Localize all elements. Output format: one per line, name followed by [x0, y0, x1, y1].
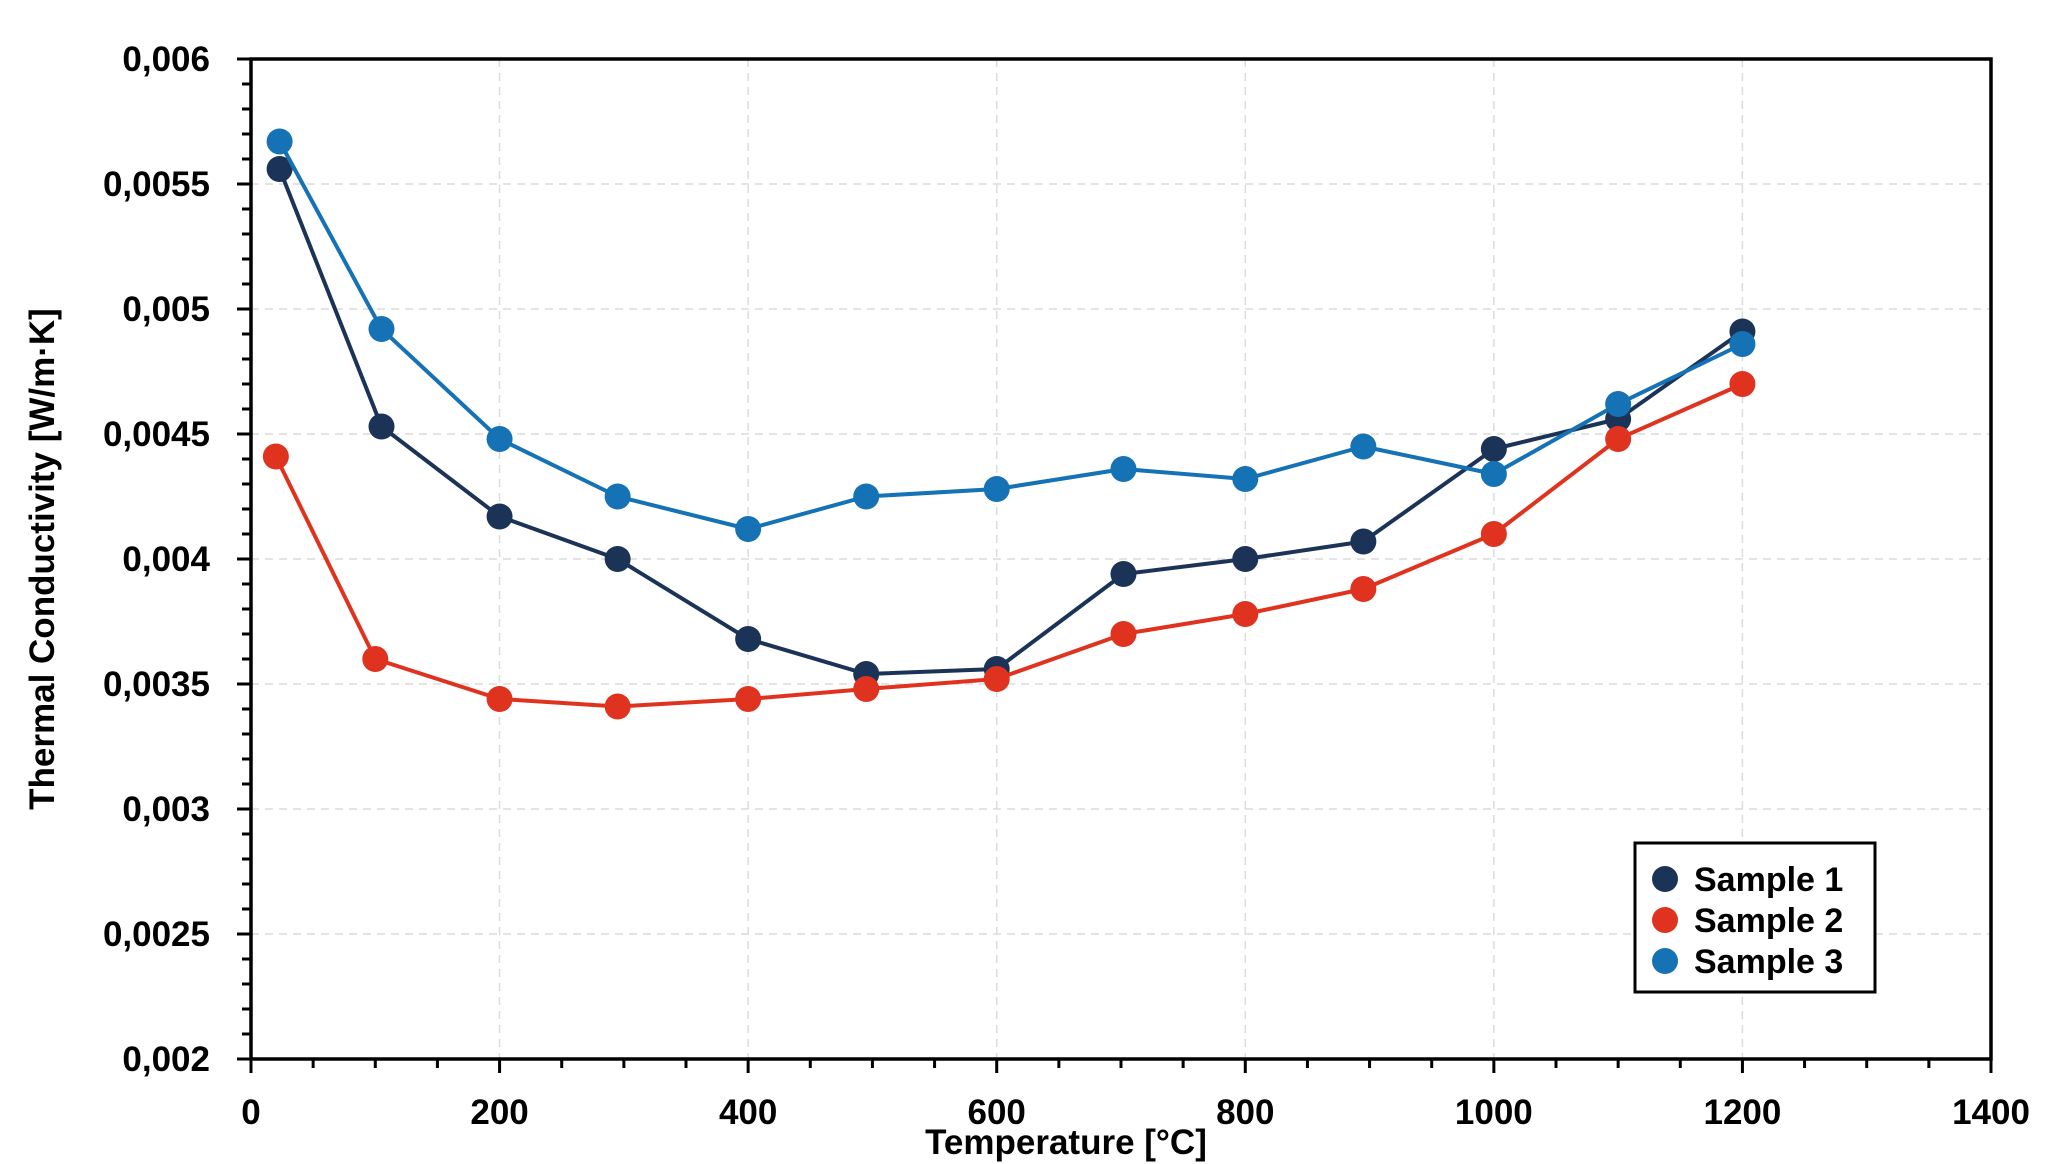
- x-axis-title: Temperature [°C]: [925, 1123, 1207, 1162]
- y-tick-label: 0,002: [122, 1040, 210, 1079]
- data-point: [266, 128, 293, 155]
- data-point: [266, 156, 293, 182]
- data-point: [604, 546, 631, 572]
- legend-label: Sample 1: [1694, 861, 1843, 899]
- legend-marker: [1652, 907, 1678, 933]
- series-layer: [262, 128, 1756, 720]
- y-tick-label: 0,004: [122, 540, 210, 579]
- legend-item: Sample 3: [1652, 943, 1843, 981]
- y-tick-label: 0,005: [122, 290, 210, 329]
- legend-item: Sample 1: [1652, 861, 1843, 899]
- x-tick-label: 1200: [1703, 1093, 1781, 1132]
- data-point: [1110, 621, 1137, 647]
- data-point: [362, 646, 389, 672]
- data-point: [1110, 456, 1137, 482]
- data-point: [604, 483, 631, 510]
- data-point: [735, 686, 762, 712]
- data-point: [1232, 466, 1259, 492]
- data-point: [1605, 391, 1632, 417]
- data-point: [368, 316, 395, 342]
- data-point: [1605, 426, 1632, 452]
- data-point: [1350, 528, 1377, 555]
- data-point: [853, 676, 880, 702]
- data-point: [1350, 576, 1377, 602]
- data-point: [486, 686, 513, 712]
- y-axis-title: Thermal Conductivity [W/m·K]: [23, 308, 62, 810]
- data-point: [983, 476, 1010, 502]
- major-ticks: [237, 57, 1993, 1073]
- y-tick-label: 0,0025: [103, 915, 210, 954]
- series-3: [266, 128, 1756, 542]
- x-tick-label: 600: [968, 1093, 1026, 1132]
- plot-frame: [249, 57, 1993, 1061]
- legend-label: Sample 2: [1694, 902, 1843, 940]
- x-tick-labels: 0 200 400 600 800 1000 1200 1400: [241, 1093, 2030, 1132]
- data-point: [735, 516, 762, 542]
- legend-label: Sample 3: [1694, 943, 1843, 981]
- data-point: [1232, 546, 1259, 572]
- data-point: [983, 666, 1010, 692]
- data-point: [853, 483, 880, 510]
- y-tick-label: 0,0045: [103, 415, 210, 454]
- x-tick-label: 200: [470, 1093, 528, 1132]
- x-tick-label: 1400: [1952, 1093, 2030, 1132]
- legend-item: Sample 2: [1652, 902, 1843, 940]
- y-tick-label: 0,006: [122, 40, 210, 79]
- x-tick-label: 1000: [1455, 1093, 1533, 1132]
- data-point: [486, 503, 513, 530]
- x-tick-label: 400: [719, 1093, 777, 1132]
- y-tick-label: 0,0055: [103, 165, 210, 204]
- y-tick-label: 0,003: [122, 790, 210, 829]
- x-tick-label: 800: [1216, 1093, 1274, 1132]
- legend-marker: [1652, 866, 1678, 892]
- data-point: [486, 426, 513, 452]
- x-tick-label: 0: [241, 1093, 260, 1132]
- data-point: [604, 693, 631, 720]
- data-point: [262, 443, 289, 470]
- series-1: [266, 156, 1756, 687]
- y-tick-label: 0,0035: [103, 665, 210, 704]
- data-point: [368, 413, 395, 440]
- data-point: [1480, 436, 1507, 462]
- y-tick-labels: 0,002 0,0025 0,003 0,0035 0,004 0,0045 0,005 0,…: [103, 40, 211, 1079]
- legend-marker: [1652, 948, 1678, 974]
- data-point: [1729, 371, 1756, 397]
- data-point: [1729, 331, 1756, 357]
- data-point: [1480, 461, 1507, 487]
- data-point: [1350, 433, 1377, 460]
- data-point: [1232, 601, 1259, 627]
- data-point: [1110, 561, 1137, 587]
- data-point: [1480, 521, 1507, 547]
- series-2: [262, 371, 1756, 720]
- data-point: [735, 626, 762, 652]
